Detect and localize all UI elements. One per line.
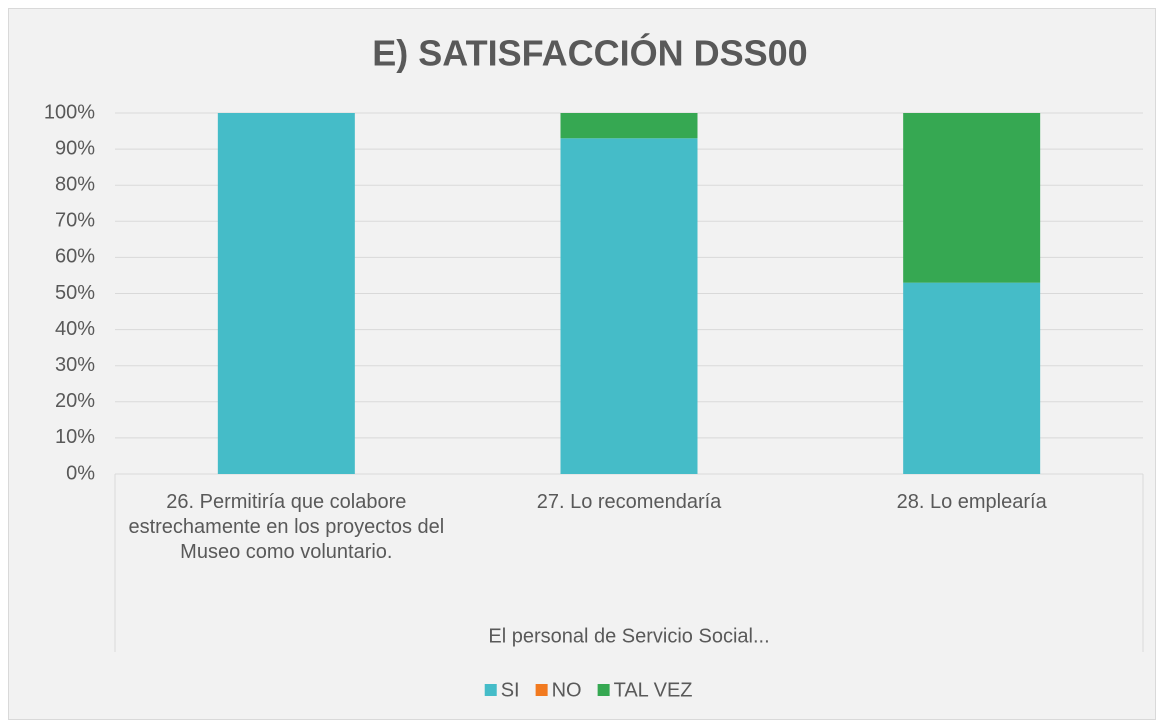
bar-segment [903,113,1041,283]
y-tick-label: 40% [55,318,95,340]
x-tick-label: 27. Lo recomendaría [536,491,722,513]
y-tick-label: 0% [66,462,95,484]
y-tick-label: 100% [44,101,95,123]
y-tick-label: 30% [55,354,95,376]
bar-segment [903,282,1041,474]
y-tick-label: 20% [55,390,95,412]
legend-label: TAL VEZ [614,679,693,701]
x-tick-label: 26. Permitiría que colabore estrechament… [128,491,445,563]
legend-swatch [535,684,548,696]
bar-segment [217,113,355,474]
y-tick-label: 10% [55,426,95,448]
legend-swatch [484,684,497,696]
chart-title: E) SATISFACCIÓN DSS00 [372,32,807,74]
category-group-label: El personal de Servicio Social... [488,625,769,647]
bar-segment [560,138,698,474]
y-tick-label: 90% [55,137,95,159]
y-tick-label: 70% [55,210,95,232]
y-tick-label: 60% [55,246,95,268]
x-tick-label: 28. Lo emplearía [896,491,1047,513]
legend-label: SI [501,679,520,701]
legend-label: NO [552,679,582,701]
bar-segment [560,113,698,139]
y-tick-label: 80% [55,173,95,195]
y-tick-label: 50% [55,282,95,304]
legend-swatch [597,684,610,696]
